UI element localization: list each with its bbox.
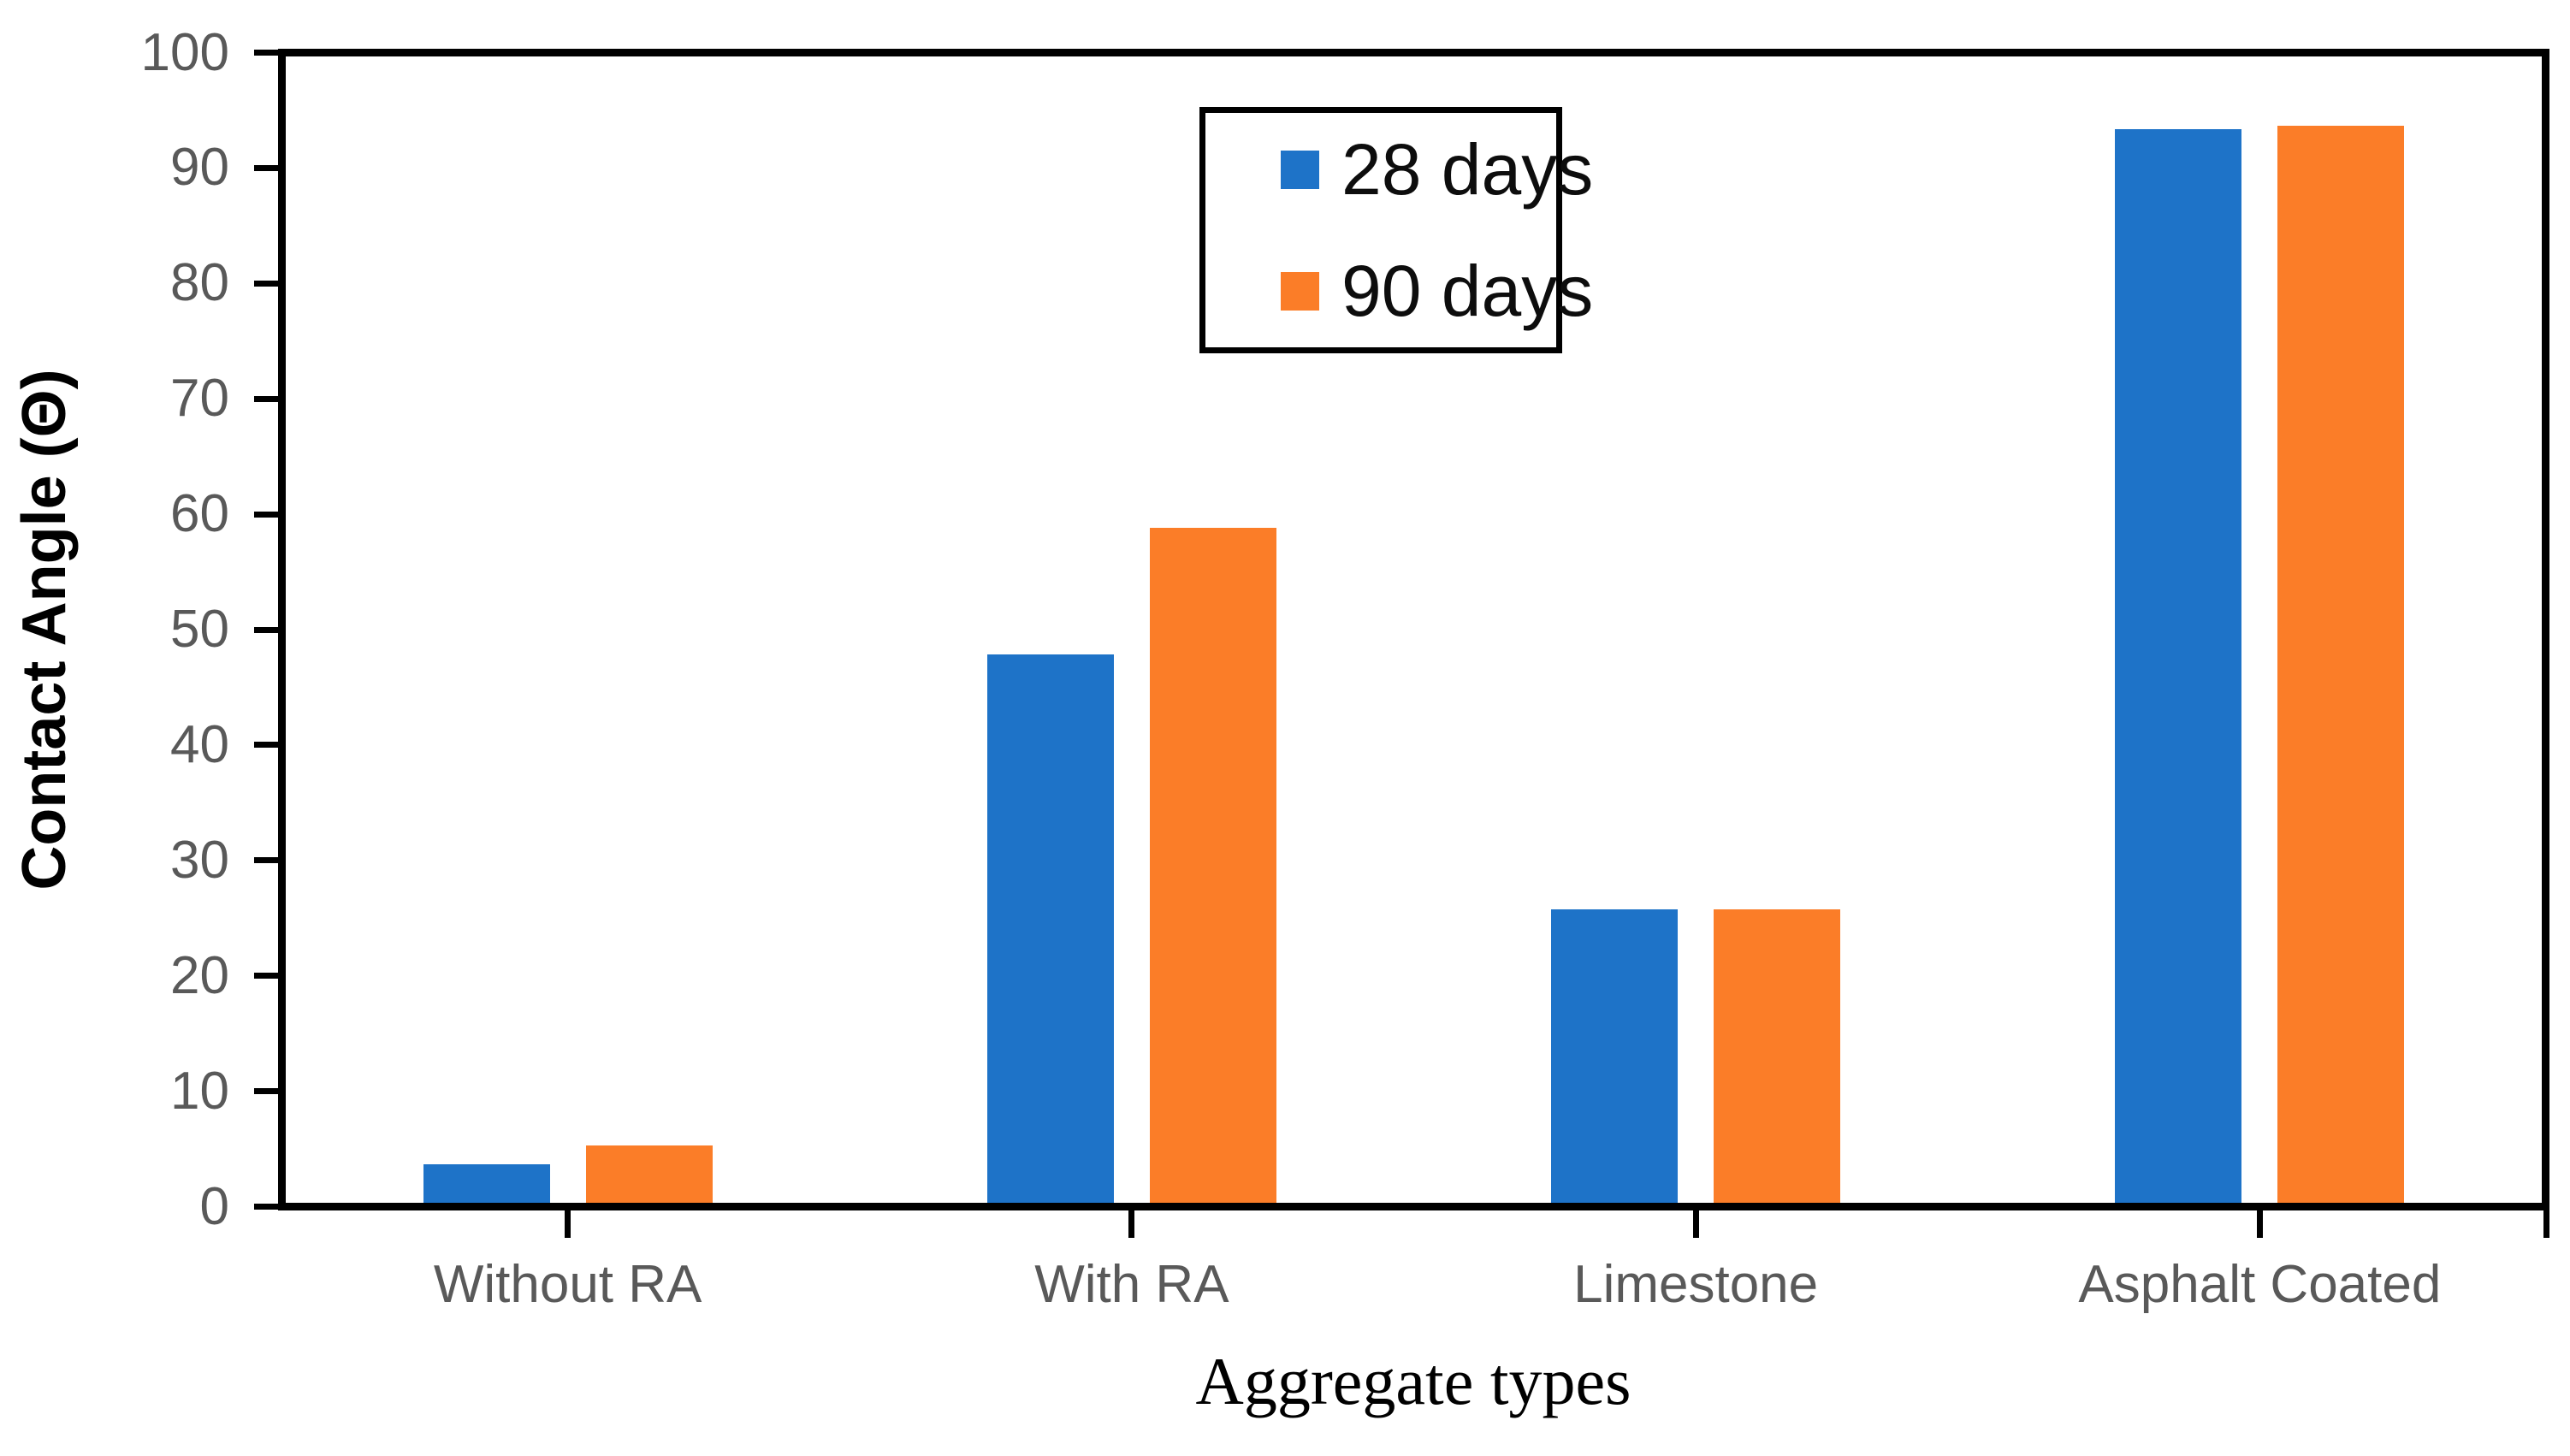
- y-tick-label: 100: [140, 22, 229, 82]
- bar-28-days-without-ra: [423, 1164, 550, 1203]
- y-axis-tick: [254, 280, 278, 287]
- y-tick-label: 50: [170, 600, 229, 659]
- y-axis-tick: [254, 1088, 278, 1095]
- legend-item-90-days: 90 days: [1281, 255, 1593, 327]
- bar-28-days-with-ra: [987, 654, 1114, 1203]
- legend-swatch-28-days: [1281, 150, 1319, 189]
- bar-28-days-limestone: [1551, 909, 1678, 1203]
- x-axis-end-tick: [2543, 1210, 2549, 1238]
- legend-swatch-90-days: [1281, 271, 1319, 311]
- x-axis-tick: [1128, 1210, 1135, 1238]
- legend: 28 days 90 days: [1199, 107, 1593, 353]
- legend-item-28-days: 28 days: [1281, 133, 1593, 205]
- x-axis-tick: [2256, 1210, 2263, 1238]
- y-axis-tick: [254, 164, 278, 171]
- bar-90-days-with-ra: [1150, 528, 1276, 1203]
- y-axis-tick: [254, 626, 278, 633]
- y-tick-label: 20: [170, 945, 229, 1005]
- bar-28-days-asphalt-coated: [2115, 129, 2241, 1203]
- x-category-label-asphalt-coated: Asphalt Coated: [2078, 1255, 2442, 1314]
- bar-90-days-asphalt-coated: [2277, 126, 2404, 1203]
- bar-90-days-limestone: [1714, 909, 1840, 1203]
- bar-90-days-without-ra: [586, 1145, 713, 1203]
- y-axis-tick: [254, 742, 278, 749]
- y-axis-tick: [254, 857, 278, 864]
- x-category-label-with-ra: With RA: [1034, 1255, 1229, 1314]
- y-tick-label: 40: [170, 714, 229, 774]
- legend-label-90-days: 90 days: [1341, 251, 1594, 331]
- y-axis-tick: [254, 1204, 278, 1210]
- x-axis-tick: [565, 1210, 571, 1238]
- y-tick-label: 90: [170, 138, 229, 198]
- y-tick-label: 80: [170, 253, 229, 313]
- x-category-label-without-ra: Without RA: [433, 1255, 702, 1314]
- y-axis-tick: [254, 395, 278, 402]
- legend-label-28-days: 28 days: [1341, 129, 1594, 210]
- x-axis-title: Aggregate types: [1195, 1344, 1631, 1418]
- y-axis-tick: [254, 50, 278, 56]
- y-axis-tick: [254, 973, 278, 980]
- y-tick-label: 30: [170, 830, 229, 890]
- y-tick-label: 0: [199, 1176, 229, 1236]
- y-axis-tick: [254, 511, 278, 518]
- y-tick-label: 60: [170, 484, 229, 544]
- x-category-label-limestone: Limestone: [1573, 1255, 1819, 1314]
- y-tick-label: 70: [170, 369, 229, 429]
- y-tick-label: 10: [170, 1061, 229, 1121]
- x-axis-tick: [1692, 1210, 1699, 1238]
